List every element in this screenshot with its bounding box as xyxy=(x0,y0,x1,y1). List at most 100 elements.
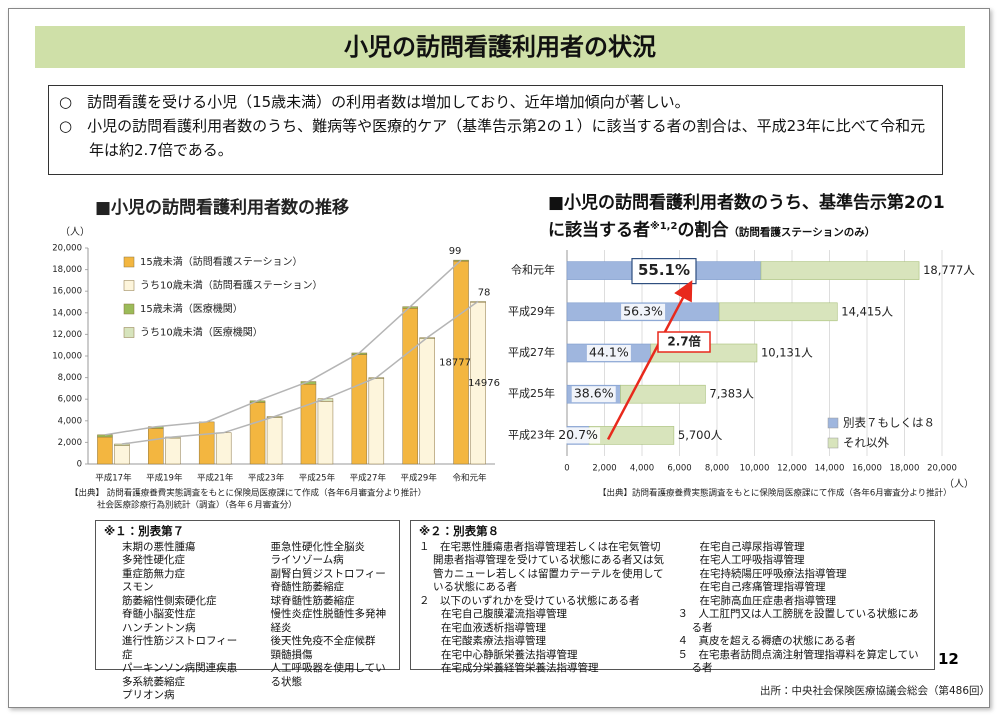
total-label: 7,383人 xyxy=(709,387,754,401)
y-tick-label: 平成27年 xyxy=(508,345,555,359)
note-item: 後天性免疫不全症候群 xyxy=(270,635,376,647)
legend-label: 15歳未満（医療機関） xyxy=(140,302,243,315)
x-tick-label: 4,000 xyxy=(630,464,654,474)
total-label: 10,131人 xyxy=(761,346,813,360)
y-tick-label: 平成23年 xyxy=(508,427,555,441)
x-tick-label: 12,000 xyxy=(777,464,807,474)
bar xyxy=(351,354,368,465)
bullet: ○ 小児の訪問看護利用者数のうち、難病等や医療的ケア（基準告示第2の１）に該当す… xyxy=(59,117,926,159)
x-tick-label: 16,000 xyxy=(852,464,882,474)
bar xyxy=(588,426,675,445)
note-item: 在宅自己腹膜灌流指導管理 xyxy=(441,608,567,620)
legend-label: 別表７もしくは８ xyxy=(843,416,935,430)
highlight-box xyxy=(631,258,697,285)
x-tick-label: 6,000 xyxy=(667,464,691,474)
title-suffix: の割合 xyxy=(677,220,729,241)
note-item: 重症筋無力症 xyxy=(122,567,185,580)
annotation: 2.7倍 xyxy=(667,334,700,349)
bar xyxy=(165,437,181,465)
y-tick-label: 2,000 xyxy=(58,438,82,448)
y-tick-label: 12,000 xyxy=(52,330,82,340)
legend-label: うち10歳未満（医療機関） xyxy=(140,326,263,339)
x-tick-label: 8,000 xyxy=(705,464,729,474)
y-tick-label: 18,000 xyxy=(52,265,82,275)
share-label: 56.3% xyxy=(623,303,663,318)
y-tick-label: 平成25年 xyxy=(508,386,555,400)
note-item: 在宅酸素療法指導管理 xyxy=(441,635,546,647)
label-bg xyxy=(571,386,616,403)
legend-swatch xyxy=(123,303,135,315)
x-tick-label: 平成27年 xyxy=(350,473,387,484)
bar xyxy=(760,261,920,280)
bar xyxy=(266,417,283,465)
note-item: 末期の悪性腫瘍 xyxy=(122,540,196,553)
x-tick-label: 18,000 xyxy=(890,464,920,474)
note-item: 副腎白質ジストロフィー xyxy=(270,567,386,580)
note-list: 末期の悪性腫瘍 多発性硬化症 重症筋無力症 スモン 筋萎縮性側索硬化症 脊髄小脳変性症 ハン… xyxy=(104,541,391,703)
note-item: ２ 以下のいずれかを受けている状態にある者 xyxy=(419,594,640,607)
note-item: ３ 人工肛門又は人工膀胱を設置している状態にある者 xyxy=(677,608,919,634)
bar xyxy=(368,378,385,465)
source: 【出典】 訪問看護療養費実態調査をもとに保険局医療課にて作成（各年6月審査分より… xyxy=(70,488,426,499)
bar xyxy=(215,432,232,465)
slide-frame xyxy=(8,8,990,708)
x-tick-label: 令和元年 xyxy=(453,473,488,484)
y-tick-label: 16,000 xyxy=(52,287,82,297)
source: 社会医療診療行為別統計（調査）（各年６月審査分） xyxy=(97,500,297,511)
slide-title: 小児の訪問看護利用者の状況 xyxy=(35,26,965,68)
title-note: ※1,2 xyxy=(650,221,678,232)
note-item: １ 在宅悪性腫瘍患者指導管理若しくは在宅気管切開患者指導管理を受けている状態にあ… xyxy=(419,540,664,594)
x-tick-label: 平成23年 xyxy=(248,473,285,484)
legend-label: それ以外 xyxy=(843,436,889,450)
bar xyxy=(317,401,334,465)
note-item: 在宅血液透析指導管理 xyxy=(441,621,546,634)
note-item: 筋萎縮性側索硬化症 xyxy=(122,594,217,607)
note-item: 在宅肺高血圧症患者指導管理 xyxy=(699,594,837,607)
x-tick-label: 平成19年 xyxy=(146,473,183,484)
total-label: 18,777人 xyxy=(923,263,975,277)
bar xyxy=(97,436,113,465)
y-tick-label: 平成29年 xyxy=(508,304,555,318)
y-tick-label: 令和元年 xyxy=(511,263,555,277)
label-bg xyxy=(621,303,666,320)
chart-subtitle: （訪問看護ステーションのみ） xyxy=(728,226,876,239)
bar xyxy=(300,384,317,465)
total-label: 14,415人 xyxy=(841,304,893,318)
bar xyxy=(620,384,706,404)
note-item: パーキンソン病関連疾患 xyxy=(122,662,238,674)
x-tick-label: 平成25年 xyxy=(299,473,336,484)
value-label: 78 xyxy=(478,287,491,298)
y-tick-label: 4,000 xyxy=(58,416,82,426)
bar xyxy=(114,443,130,446)
bar xyxy=(148,428,164,465)
share-label: 44.1% xyxy=(589,345,629,360)
x-tick-label: 14,000 xyxy=(815,464,845,474)
bar xyxy=(97,434,113,438)
note-item: 人工呼吸器を使用している状態 xyxy=(270,662,386,688)
value-label: 18777 xyxy=(439,358,471,369)
label-bg xyxy=(586,345,631,361)
note-box: ※１：別表第７ 末期の悪性腫瘍 多発性硬化症 重症筋無力症 スモン 筋萎縮性側索硬化症 脊髄… xyxy=(95,520,400,701)
note-item: 頸髄損傷 xyxy=(270,648,313,661)
y-tick-label: 6,000 xyxy=(58,395,82,405)
bullet: ○ 訪問看護を受ける小児（15歳未満）の利用者数は増加しており、近年増加傾向が著… xyxy=(59,93,690,111)
note-item: 球脊髄性筋萎縮症 xyxy=(270,594,355,607)
note-heading: ※１：別表第７ xyxy=(104,524,185,538)
note-item: ４ 真皮を超える褥瘡の状態にある者 xyxy=(677,635,856,647)
y-axis-label: （人） xyxy=(60,226,90,238)
note-item: 多発性硬化症 xyxy=(122,554,185,566)
y-tick-label: 20,000 xyxy=(52,244,82,254)
bar xyxy=(402,308,418,465)
note-item: 進行性筋ジストロフィー症 xyxy=(122,635,238,661)
bar xyxy=(114,445,130,465)
note-item: 脊髄小脳変性症 xyxy=(122,608,196,620)
bullet-box: ○ 訪問看護を受ける小児（15歳未満）の利用者数は増加しており、近年増加傾向が著… xyxy=(48,85,943,175)
share-label: 20.7% xyxy=(558,427,598,442)
x-tick-label: 平成17年 xyxy=(95,473,132,484)
x-tick-label: 10,000 xyxy=(740,464,770,474)
x-tick-label: 20,000 xyxy=(927,464,957,474)
y-tick-label: 0 xyxy=(77,460,82,470)
note-heading: ※２：別表第８ xyxy=(419,524,500,538)
note-item: 慢性炎症性脱髄性多発神経炎 xyxy=(270,608,387,634)
